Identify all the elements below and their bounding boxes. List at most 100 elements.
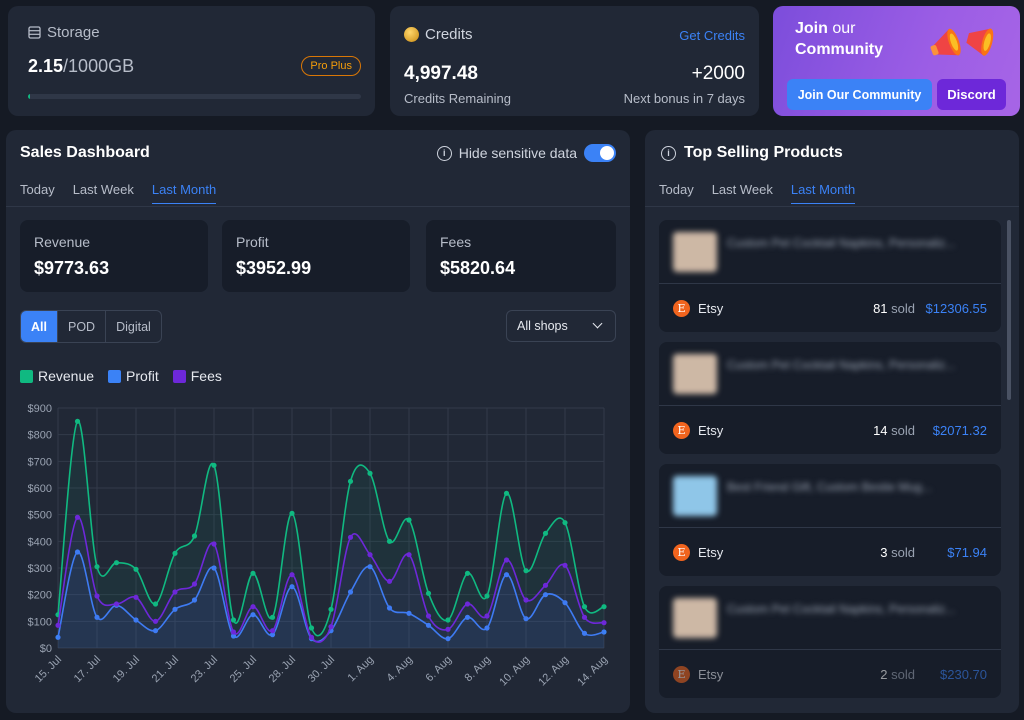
- credits-amount: 4,997.48: [404, 63, 478, 84]
- profit-point: [445, 636, 451, 642]
- fees-point: [308, 634, 315, 640]
- hide-sensitive-toggle[interactable]: [584, 144, 616, 162]
- x-tick-label: 23. Jul: [189, 654, 220, 685]
- credits-card: Credits Get Credits 4,997.48 +2000 Credi…: [390, 6, 759, 116]
- community-heading-join: Join: [795, 20, 828, 37]
- legend-revenue-label: Revenue: [38, 368, 95, 384]
- profit-point: [347, 589, 354, 595]
- discord-button[interactable]: Discord: [937, 79, 1006, 110]
- coin-icon: [404, 27, 419, 42]
- product-sold-label: sold: [887, 666, 915, 682]
- product-type-filter: All POD Digital: [20, 310, 162, 343]
- top-tab-last-week[interactable]: Last Week: [711, 182, 773, 197]
- profit-point: [503, 572, 510, 578]
- filter-all[interactable]: All: [21, 311, 58, 342]
- hide-sensitive-label: Hide sensitive data: [458, 145, 577, 161]
- product-card[interactable]: Custom Pet Cocktail Napkins, Personaliz.…: [659, 586, 1001, 698]
- community-heading-community: Community: [795, 41, 883, 58]
- revenue-point: [289, 510, 295, 516]
- fees-point: [367, 552, 373, 558]
- credits-remaining-label: Credits Remaining: [404, 91, 511, 106]
- join-community-button[interactable]: Join Our Community: [787, 79, 932, 110]
- storage-card: Storage 2.15/1000GB Pro Plus: [8, 6, 375, 116]
- filter-pod[interactable]: POD: [58, 311, 107, 342]
- fees-point: [172, 589, 178, 595]
- legend-revenue[interactable]: Revenue: [20, 368, 94, 384]
- top-tab-today[interactable]: Today: [659, 182, 694, 197]
- y-tick-label: $0: [40, 643, 52, 655]
- fees-point: [562, 562, 568, 568]
- fees-point: [230, 629, 237, 635]
- x-tick-label: 14. Aug: [575, 654, 610, 689]
- y-tick-label: $100: [28, 616, 52, 628]
- x-tick-label: 10. Aug: [497, 654, 532, 689]
- product-revenue: $12306.55: [925, 300, 987, 316]
- y-tick-label: $300: [28, 563, 52, 575]
- legend-profit[interactable]: Profit: [108, 368, 159, 384]
- product-sold-count: 81: [873, 300, 888, 316]
- storage-title-label: Storage: [47, 24, 100, 41]
- revenue-point: [484, 593, 490, 599]
- top-tab-last-month[interactable]: Last Month: [790, 182, 856, 204]
- revenue-point: [581, 604, 588, 610]
- product-revenue: $2071.32: [932, 422, 987, 438]
- storage-icon: [28, 26, 41, 39]
- fees-point: [113, 601, 120, 607]
- revenue-point: [425, 590, 432, 596]
- profit-point: [55, 634, 61, 640]
- product-sold-count: 3: [880, 544, 888, 560]
- product-sold-count: 2: [880, 666, 888, 682]
- product-thumbnail: [673, 476, 717, 516]
- revenue-point: [133, 566, 139, 572]
- profit-point: [133, 617, 139, 623]
- stat-profit-value: $3952.99: [236, 258, 312, 278]
- product-card[interactable]: Custom Pet Cocktail Napkins, Personaliz.…: [659, 342, 1001, 454]
- legend-revenue-swatch: [20, 369, 33, 383]
- sales-tab-last-week[interactable]: Last Week: [72, 182, 134, 197]
- product-info: Best Friend Gift, Custom Bestie Mug...: [659, 464, 1001, 528]
- next-bonus-label: Next bonus in 7 days: [623, 91, 745, 106]
- fees-point: [523, 597, 529, 603]
- product-list-scrollbar[interactable]: [1007, 220, 1011, 400]
- profit-point: [211, 565, 217, 571]
- fees-point: [211, 541, 217, 547]
- sales-tab-today[interactable]: Today: [20, 182, 55, 197]
- product-shop: Etsy: [698, 544, 724, 560]
- product-stats: E Etsy 3 sold $71.94: [659, 528, 1001, 576]
- product-sold-count: 14: [873, 422, 888, 438]
- profit-area: [58, 551, 604, 648]
- revenue-point: [445, 617, 451, 623]
- credits-title: Credits: [404, 26, 473, 43]
- community-card: Join our Community Join Our Community Di…: [773, 6, 1020, 116]
- stat-revenue-label: Revenue: [34, 234, 91, 250]
- legend-fees[interactable]: Fees: [172, 368, 222, 384]
- fees-point: [269, 628, 276, 634]
- fees-point: [250, 604, 256, 610]
- product-card[interactable]: Custom Pet Cocktail Napkins, Personaliz.…: [659, 220, 1001, 332]
- legend-fees-label: Fees: [190, 368, 222, 384]
- revenue-point: [191, 533, 198, 539]
- product-revenue: $71.94: [947, 544, 987, 560]
- storage-total: /1000GB: [63, 56, 135, 76]
- product-name: Best Friend Gift, Custom Bestie Mug...: [727, 480, 932, 494]
- x-tick-label: 30. Jul: [306, 654, 337, 685]
- fees-point: [347, 534, 354, 540]
- get-credits-link[interactable]: Get Credits: [679, 28, 745, 43]
- product-card[interactable]: Best Friend Gift, Custom Bestie Mug... E…: [659, 464, 1001, 576]
- chart-legend: Revenue Profit Fees: [20, 368, 222, 384]
- info-icon: i: [436, 145, 452, 161]
- x-tick-label: 21. Jul: [150, 654, 181, 685]
- hide-sensitive-toggle-row: i Hide sensitive data: [436, 144, 616, 162]
- revenue-point: [328, 606, 334, 612]
- filter-digital[interactable]: Digital: [116, 319, 151, 334]
- shops-select[interactable]: All shops: [506, 310, 616, 342]
- x-tick-label: 12. Aug: [536, 654, 571, 689]
- plan-badge[interactable]: Pro Plus: [301, 56, 361, 76]
- revenue-point: [94, 564, 100, 570]
- stat-profit-label: Profit: [236, 234, 269, 250]
- community-heading: Join our Community: [795, 18, 883, 60]
- sales-tab-last-month[interactable]: Last Month: [151, 182, 217, 204]
- fees-point: [445, 626, 451, 632]
- fees-point: [133, 594, 139, 600]
- storage-amount: 2.15/1000GB: [28, 56, 134, 77]
